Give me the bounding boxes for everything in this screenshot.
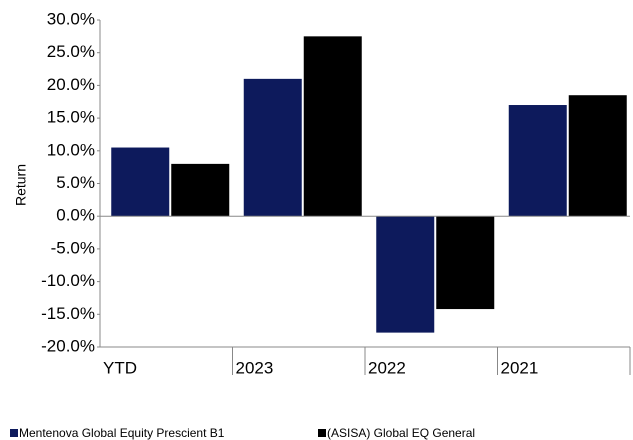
legend-label: Mentenova Global Equity Prescient B1 <box>19 426 225 440</box>
y-tick-label: -20.0% <box>41 336 95 355</box>
y-tick-label: 5.0% <box>56 173 95 192</box>
y-tick-label: 30.0% <box>47 9 95 28</box>
y-axis-label: Return <box>13 164 29 206</box>
x-tick-label: YTD <box>103 358 137 377</box>
bar <box>243 78 302 217</box>
bar <box>111 147 170 217</box>
x-tick-label: 2023 <box>236 358 274 377</box>
bar <box>376 216 435 333</box>
y-tick-label: 25.0% <box>47 42 95 61</box>
bar <box>568 95 627 217</box>
legend-swatch <box>10 429 18 437</box>
y-tick-label: 15.0% <box>47 108 95 127</box>
legend-swatch <box>318 429 326 437</box>
y-tick-label: -15.0% <box>41 304 95 323</box>
x-tick-label: 2022 <box>368 358 406 377</box>
y-tick-label: -5.0% <box>51 238 95 257</box>
y-tick-label: 20.0% <box>47 75 95 94</box>
legend-label: (ASISA) Global EQ General <box>327 426 475 440</box>
y-tick-label: 10.0% <box>47 140 95 159</box>
x-tick-label: 2021 <box>501 358 539 377</box>
y-tick-label: 0.0% <box>56 206 95 225</box>
bar <box>436 216 495 310</box>
y-tick-label: -10.0% <box>41 271 95 290</box>
bar <box>171 163 230 217</box>
bar <box>508 105 567 217</box>
bar <box>303 36 362 217</box>
